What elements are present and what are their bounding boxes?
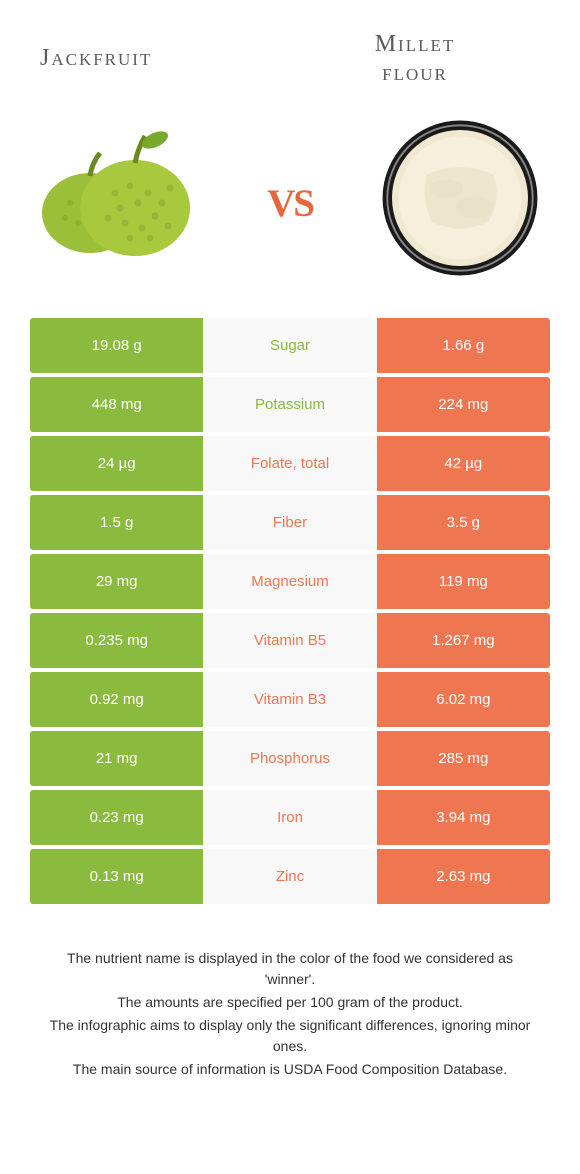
right-value-cell: 1.66 g: [377, 318, 550, 373]
left-value-cell: 448 mg: [30, 377, 203, 432]
right-title-line1: Millet: [375, 31, 456, 57]
nutrient-label-cell: Fiber: [203, 495, 376, 550]
nutrient-label-cell: Sugar: [203, 318, 376, 373]
nutrient-label-cell: Magnesium: [203, 554, 376, 609]
table-row: 24 µgFolate, total42 µg: [30, 436, 550, 491]
left-food-title: Jackfruit: [40, 45, 290, 72]
left-value-cell: 1.5 g: [30, 495, 203, 550]
footnote-line: The nutrient name is displayed in the co…: [40, 948, 540, 990]
nutrient-label-cell: Folate, total: [203, 436, 376, 491]
millet-flour-image: [370, 108, 550, 288]
right-value-cell: 224 mg: [377, 377, 550, 432]
right-food-title: Millet flour: [290, 30, 540, 88]
nutrient-label-cell: Potassium: [203, 377, 376, 432]
left-value-cell: 0.92 mg: [30, 672, 203, 727]
table-row: 21 mgPhosphorus285 mg: [30, 731, 550, 786]
nutrient-label-cell: Phosphorus: [203, 731, 376, 786]
right-value-cell: 119 mg: [377, 554, 550, 609]
left-value-cell: 21 mg: [30, 731, 203, 786]
right-value-cell: 3.94 mg: [377, 790, 550, 845]
footnote-line: The main source of information is USDA F…: [40, 1059, 540, 1080]
left-value-cell: 24 µg: [30, 436, 203, 491]
table-row: 19.08 gSugar1.66 g: [30, 318, 550, 373]
right-value-cell: 1.267 mg: [377, 613, 550, 668]
table-row: 0.23 mgIron3.94 mg: [30, 790, 550, 845]
header: Jackfruit Millet flour: [0, 0, 580, 98]
left-value-cell: 19.08 g: [30, 318, 203, 373]
table-row: 448 mgPotassium224 mg: [30, 377, 550, 432]
table-row: 1.5 gFiber3.5 g: [30, 495, 550, 550]
right-value-cell: 2.63 mg: [377, 849, 550, 904]
right-value-cell: 3.5 g: [377, 495, 550, 550]
right-title-line2: flour: [382, 60, 448, 86]
vs-label: vs: [267, 166, 313, 230]
left-value-cell: 29 mg: [30, 554, 203, 609]
images-row: vs: [0, 98, 580, 318]
footnote: The nutrient name is displayed in the co…: [0, 908, 580, 1080]
nutrient-label-cell: Zinc: [203, 849, 376, 904]
footnote-line: The infographic aims to display only the…: [40, 1015, 540, 1057]
nutrient-label-cell: Vitamin B3: [203, 672, 376, 727]
comparison-table: 19.08 gSugar1.66 g448 mgPotassium224 mg2…: [0, 318, 580, 904]
jackfruit-image: [30, 108, 210, 288]
table-row: 0.92 mgVitamin B36.02 mg: [30, 672, 550, 727]
left-value-cell: 0.13 mg: [30, 849, 203, 904]
left-value-cell: 0.23 mg: [30, 790, 203, 845]
table-row: 29 mgMagnesium119 mg: [30, 554, 550, 609]
nutrient-label-cell: Vitamin B5: [203, 613, 376, 668]
right-value-cell: 6.02 mg: [377, 672, 550, 727]
table-row: 0.13 mgZinc2.63 mg: [30, 849, 550, 904]
left-value-cell: 0.235 mg: [30, 613, 203, 668]
right-value-cell: 42 µg: [377, 436, 550, 491]
right-value-cell: 285 mg: [377, 731, 550, 786]
table-row: 0.235 mgVitamin B51.267 mg: [30, 613, 550, 668]
nutrient-label-cell: Iron: [203, 790, 376, 845]
footnote-line: The amounts are specified per 100 gram o…: [40, 992, 540, 1013]
